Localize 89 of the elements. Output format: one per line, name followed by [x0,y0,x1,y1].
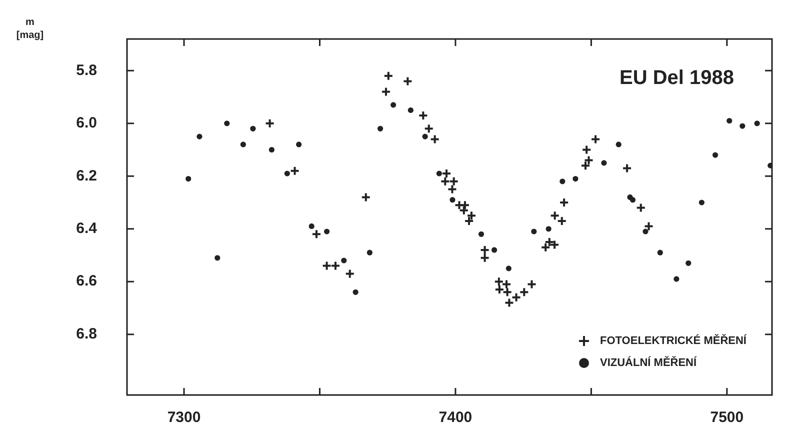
point [540,242,551,252]
point [448,176,459,186]
point [657,250,663,256]
point [768,162,772,168]
x-tick-label: 7400 [438,409,472,426]
point [504,298,514,308]
point [330,260,340,271]
point [390,102,396,108]
point [616,142,622,148]
point [478,231,484,237]
point [491,247,498,253]
point [290,166,300,176]
point [418,110,428,120]
point [531,228,537,234]
y-tick-label: 6.2 [76,167,97,184]
point [636,202,646,213]
point [630,197,636,203]
point [511,292,522,302]
point [383,70,394,81]
legend-label: FOTOELEKTRICKÉ MĚŘENÍ [600,335,746,347]
point [494,284,504,295]
point [422,134,428,140]
point [460,200,470,210]
point [352,289,358,295]
point [560,178,566,184]
y-axis-title: m [mag] [16,16,44,41]
point [440,176,450,186]
point [582,144,592,155]
text: EU Del 1988 [619,67,734,90]
point [712,152,718,158]
point [268,146,274,153]
point [546,226,552,232]
point [590,134,601,144]
point [502,287,512,298]
point [322,260,332,271]
point [360,192,371,202]
point [366,250,372,256]
point [341,258,347,264]
point [526,279,537,290]
point [377,126,384,132]
point [559,197,570,208]
x-tick-label: 7500 [710,409,744,426]
point [698,200,704,206]
point [726,118,732,124]
point [506,266,512,272]
y-tick-label: 6.8 [76,325,97,342]
y-tick-label: 5.8 [76,62,97,79]
point [686,260,692,266]
point [324,228,330,234]
legend-label: VIZUÁLNÍ MĚŘENÍ [600,357,697,369]
point [572,176,578,182]
point [344,268,355,279]
point [642,228,648,234]
point [450,197,456,203]
point [250,126,256,132]
point [754,120,760,126]
point [402,76,413,86]
point [584,155,594,166]
point [240,142,246,148]
point [408,107,414,113]
point [196,134,202,140]
point [622,163,632,174]
point [519,287,530,298]
point [430,134,440,144]
point [296,142,302,148]
point [424,124,434,134]
point [480,252,490,263]
point [740,123,746,129]
point [442,168,452,178]
point [464,216,474,226]
point [480,244,490,255]
x-tick-label: 7300 [167,409,201,426]
point [580,160,591,171]
y-tick-label: 6.6 [76,272,97,290]
point [186,176,192,182]
point [436,170,442,176]
point [380,86,391,97]
point [601,160,607,166]
point [264,118,275,128]
y-tick-label: 6.0 [76,114,97,132]
point [308,223,314,230]
y-tick-label: 6.4 [76,220,98,238]
point [284,170,290,176]
point [674,276,680,282]
point [644,221,654,232]
point [447,184,458,194]
point [214,255,220,261]
point [311,229,322,240]
point [224,120,230,126]
